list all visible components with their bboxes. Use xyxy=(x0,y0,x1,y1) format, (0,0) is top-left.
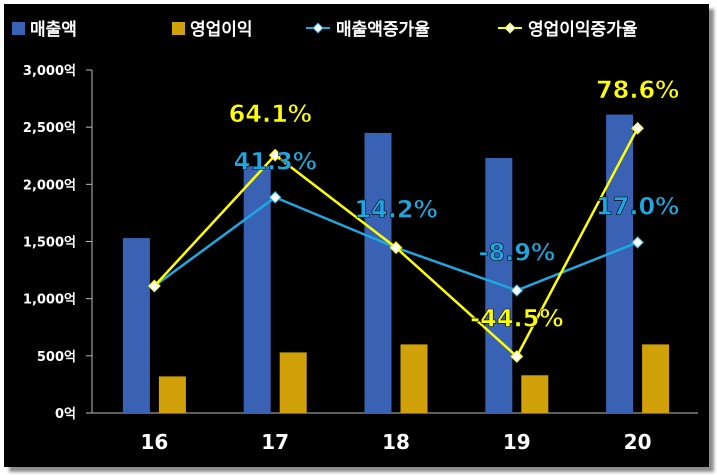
data-label-op-growth: -44.5% xyxy=(470,304,563,332)
legend-item-2: 매출액증가율 xyxy=(306,20,430,40)
y-tick-label: 1,500억 xyxy=(23,236,76,251)
x-tick-label: 19 xyxy=(503,430,531,454)
bar-operating-profit xyxy=(158,376,186,413)
bar-sales xyxy=(485,158,513,413)
y-tick-label: 1,000억 xyxy=(23,293,76,308)
y-tick-label: 3,000억 xyxy=(23,64,76,79)
y-tick-label: 500억 xyxy=(37,350,76,365)
legend-marker-2 xyxy=(312,22,324,34)
marker-sales-growth xyxy=(510,284,524,297)
legend-label-2: 매출액증가율 xyxy=(336,20,430,40)
x-tick-label: 16 xyxy=(140,430,168,454)
marker-sales-growth xyxy=(631,236,644,249)
data-labels: 41.3% 14.2% -8.9% 17.0% 64.1% -44.5% 78.6% xyxy=(228,76,679,333)
y-axis: 0억 500억 1,000억 1,500억 2,000억 2,500억 3,000억 xyxy=(23,64,93,422)
data-label-sales-growth: 41.3% xyxy=(234,147,317,175)
marker-op-growth xyxy=(268,148,282,162)
marker-op-growth xyxy=(631,121,644,135)
x-tick-label: 18 xyxy=(382,430,410,454)
legend-marker-3 xyxy=(504,22,516,34)
chart-frame: 매출액 영업이익 매출액증가율 영업이익증가율 0억 500억 1,000억 1,500억 2… xyxy=(4,4,709,467)
lines xyxy=(148,121,644,363)
legend-label-1: 영업이익 xyxy=(190,20,253,40)
y-tick-label: 2,000억 xyxy=(23,178,76,193)
chart-svg: 매출액 영업이익 매출액증가율 영업이익증가율 0억 500억 1,000억 1,500억 2… xyxy=(12,20,698,454)
bar-sales xyxy=(364,132,392,413)
bar-operating-profit xyxy=(521,375,549,413)
legend: 매출액 영업이익 매출액증가율 영업이익증가율 xyxy=(12,20,638,40)
bar-operating-profit xyxy=(400,344,428,413)
x-axis: 16 17 18 19 20 xyxy=(92,412,698,454)
y-tick-label: 0억 xyxy=(55,407,76,422)
marker-op-growth xyxy=(148,279,161,293)
bar-sales xyxy=(606,114,634,413)
legend-label-3: 영업이익증가율 xyxy=(528,20,638,40)
data-label-sales-growth: 14.2% xyxy=(354,196,437,224)
x-tick-label: 17 xyxy=(261,430,289,454)
bars xyxy=(122,114,670,413)
data-label-sales-growth: -8.9% xyxy=(479,238,556,266)
legend-swatch-1 xyxy=(172,22,185,35)
bar-operating-profit xyxy=(642,344,670,413)
x-tick-label: 20 xyxy=(624,430,652,454)
legend-item-0: 매출액 xyxy=(12,20,77,40)
legend-swatch-0 xyxy=(12,22,25,35)
bar-operating-profit xyxy=(279,352,307,413)
marker-op-growth xyxy=(389,241,403,254)
legend-label-0: 매출액 xyxy=(30,20,77,40)
marker-sales-growth xyxy=(268,191,282,204)
y-tick-label: 2,500억 xyxy=(23,121,76,136)
marker-op-growth xyxy=(510,350,524,363)
bar-sales xyxy=(243,166,271,413)
legend-item-3: 영업이익증가율 xyxy=(498,20,638,40)
bar-sales xyxy=(122,238,150,413)
data-label-sales-growth: 17.0% xyxy=(596,192,679,220)
legend-item-1: 영업이익 xyxy=(172,20,253,40)
data-label-op-growth: 64.1% xyxy=(229,100,312,128)
data-label-op-growth: 78.6% xyxy=(596,76,679,104)
